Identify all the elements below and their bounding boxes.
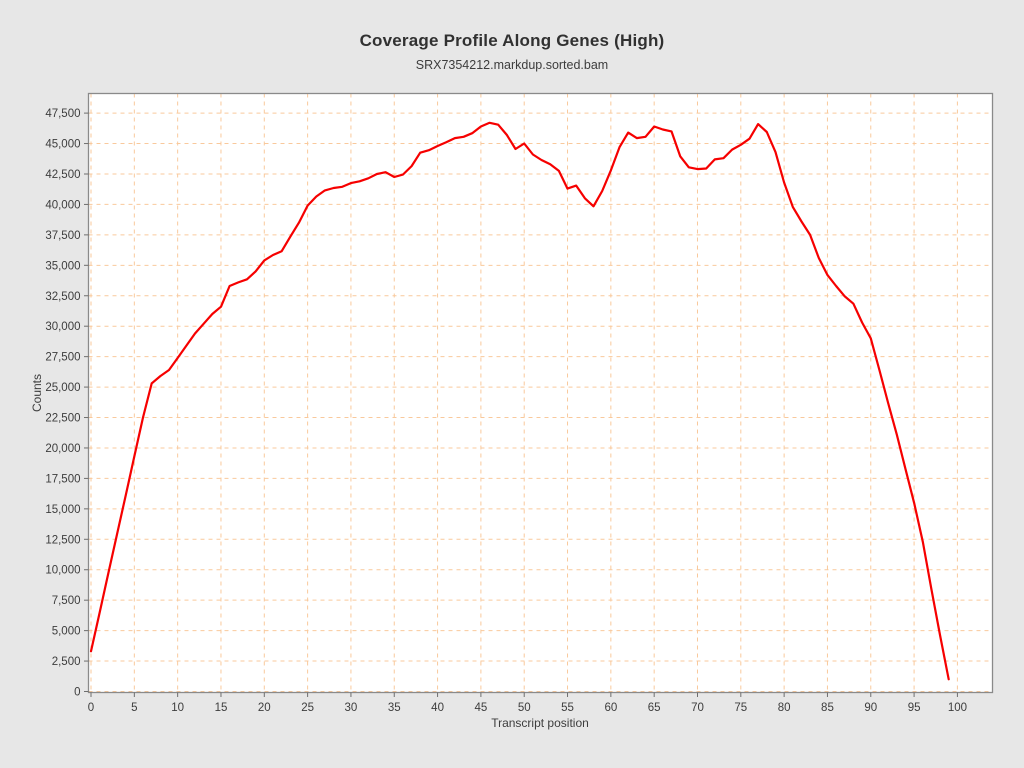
y-tick-label: 45,000 — [45, 139, 80, 151]
y-tick-label: 22,500 — [45, 413, 80, 425]
x-tick-label: 10 — [171, 702, 184, 714]
x-tick-label: 60 — [604, 702, 617, 714]
x-tick-label: 65 — [648, 702, 661, 714]
x-tick-label: 95 — [908, 702, 921, 714]
y-tick-label: 35,000 — [45, 260, 80, 272]
x-tick-label: 5 — [131, 702, 137, 714]
x-tick-label: 20 — [258, 702, 271, 714]
y-tick-label: 5,000 — [52, 626, 81, 638]
chart-title: Coverage Profile Along Genes (High) — [359, 31, 665, 50]
x-tick-label: 85 — [821, 702, 834, 714]
y-tick-label: 12,500 — [45, 534, 80, 546]
y-tick-label: 0 — [74, 687, 80, 699]
x-tick-label: 45 — [474, 702, 487, 714]
y-tick-label: 20,000 — [45, 443, 80, 455]
x-tick-label: 0 — [88, 702, 94, 714]
y-tick-label: 40,000 — [45, 199, 80, 211]
y-tick-label: 15,000 — [45, 504, 80, 516]
y-tick-label: 32,500 — [45, 291, 80, 303]
plot-area — [88, 93, 993, 693]
x-tick-label: 25 — [301, 702, 314, 714]
y-axis-label: Counts — [30, 373, 44, 413]
x-axis-label: Transcript position — [491, 716, 589, 730]
y-tick-label: 10,000 — [45, 565, 80, 577]
y-tick-label: 27,500 — [45, 352, 80, 364]
x-tick-label: 40 — [431, 702, 444, 714]
y-tick-label: 37,500 — [45, 230, 80, 242]
x-tick-label: 90 — [864, 702, 877, 714]
y-tick-label: 7,500 — [52, 595, 81, 607]
chart-subtitle: SRX7354212.markdup.sorted.bam — [415, 58, 609, 72]
y-tick-label: 2,500 — [52, 656, 81, 668]
x-tick-label: 75 — [734, 702, 747, 714]
x-tick-label: 100 — [948, 702, 967, 714]
y-tick-label: 47,500 — [45, 108, 80, 120]
y-tick-label: 30,000 — [45, 321, 80, 333]
x-tick-label: 15 — [215, 702, 228, 714]
y-tick-label: 42,500 — [45, 169, 80, 181]
x-tick-label: 55 — [561, 702, 574, 714]
y-tick-label: 17,500 — [45, 473, 80, 485]
y-tick-label: 25,000 — [45, 382, 80, 394]
x-tick-label: 30 — [345, 702, 358, 714]
plot-border — [87, 92, 994, 694]
x-tick-label: 70 — [691, 702, 704, 714]
x-tick-label: 50 — [518, 702, 531, 714]
x-tick-label: 80 — [778, 702, 791, 714]
coverage-line-series — [89, 121, 950, 681]
x-tick-label: 35 — [388, 702, 401, 714]
